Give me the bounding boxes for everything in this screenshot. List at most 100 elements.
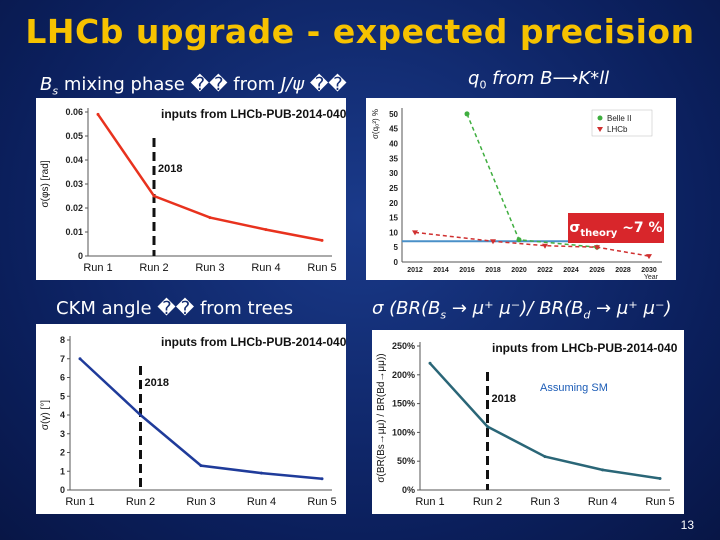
x-tick-label: Run 4 [251,262,280,274]
y-tick-label: 250% [392,341,415,351]
x-tick-label: Run 2 [139,262,168,274]
lhcb-point [646,254,652,260]
x-tick-label: 2024 [563,267,579,274]
y-tick-label: 0.01 [65,227,83,237]
y-tick-label: 15 [389,214,398,223]
slide-title: LHCb upgrade - expected precision [25,12,695,51]
ratio-mid: μ⁺ μ⁻)/ BR(B [472,298,584,319]
data-point [199,464,203,468]
data-point [152,194,156,198]
y-tick-label: 8 [60,335,65,345]
ratio-end: μ⁺ μ⁻) [616,298,672,319]
ckm-label: CKM angle �� from trees [56,298,293,319]
y-tick-label: 6 [60,373,65,383]
marker-label: 2018 [492,393,516,405]
ckm-glyph: �� [157,298,195,319]
data-point [601,468,604,472]
y-tick-label: 0.03 [65,179,83,189]
data-point [658,476,662,480]
y-tick-label: 200% [392,370,415,380]
y-tick-label: 150% [392,399,415,409]
data-point [486,425,489,429]
arrow-icon: → [446,298,473,319]
lhcb-point [490,239,496,245]
x-tick-label: 2016 [459,267,475,274]
y-tick-label: 100% [392,427,415,437]
y-tick-label: 1 [60,466,65,476]
legend-marker-belle [597,115,603,121]
bs-mixing-jpsi: J/ψ [280,74,305,95]
x-tick-label: Run 2 [473,496,502,508]
ratio-label: σ (BR(Bs → μ⁺ μ⁻)/ BR(Bd → μ⁺ μ⁻) [372,298,672,322]
y-tick-label: 30 [389,169,398,178]
ckm-post: from trees [194,298,294,319]
x-tick-label: Run 3 [530,496,559,508]
chart-svg: 0 1 2 3 4 5 6 7 8 Run 1 Run 2 Run 3 Run 4 Run 5 σ(γ) [… [40,335,346,508]
chart-annotation: inputs from LHCb-PUB-2014-040 [161,335,346,349]
lhcb-line [414,231,650,257]
arrow-icon-2: → [590,298,617,319]
data-point [96,112,100,116]
bs-mixing-label: Bs mixing phase �� from J/ψ �� [40,74,347,98]
legend-marker-lhcb [597,127,603,132]
x-tick-label: Run 5 [307,496,336,508]
y-tick-label: 5 [394,243,399,252]
x-axis-title: Year [644,274,659,280]
y-tick-label: 10 [389,228,398,237]
y-tick-label: 0.04 [65,155,83,165]
lhcb-point [412,230,418,236]
x-tick-label: Run 4 [588,496,617,508]
lhcb-point [542,243,548,249]
x-tick-label: Run 1 [83,262,112,274]
marker-label: 2018 [158,163,182,175]
y-tick-label: 20 [389,199,398,208]
chart-annotation: inputs from LHCb-PUB-2014-040 [492,341,678,355]
x-tick-label: Run 5 [307,262,336,274]
data-line [96,113,323,242]
legend-label-lhcb: LHCb [607,125,628,134]
x-tick-label: 2028 [615,267,631,274]
sigma-theory-badge: σtheory ~7 % [568,213,664,243]
q0-chart: 0 5 10 15 20 25 30 35 40 45 50 2012 2014 2016 2018 2020… [366,98,676,280]
x-tick-label: 2030 [641,267,657,274]
ratio-sub2: d [583,308,591,322]
chart-svg: 0 5 10 15 20 25 30 35 40 45 50 2012 2014 2016 2018 2020… [371,108,662,280]
data-line [429,362,661,480]
x-tick-label: Run 5 [645,496,674,508]
bs-mixing-pre: B [40,74,53,95]
sigma-theory-sub: theory [580,227,618,239]
y-tick-label: 3 [60,429,65,439]
y-axis-title: σ(q₀²) % [371,109,380,139]
x-tick-label: 2020 [511,267,527,274]
assumption-label: Assuming SM [540,382,608,394]
ratio-text: σ (BR(B [372,298,441,319]
chart-svg: 0 0.01 0.02 0.03 0.04 0.05 0.06 Run 1 Run 2 Run 3… [40,107,346,274]
bs-mixing-mid: mixing phase [58,74,191,95]
legend-box [591,109,653,137]
x-tick-label: Run 2 [126,496,155,508]
y-axis-title: σ(BR(Bs→μμ) / BR(Bd→μμ)) [376,353,387,482]
br-ratio-chart: 0% 50% 100% 150% 200% 250% Run 1 Run 2 Run 3 Run … [372,330,684,514]
y-tick-label: 50% [397,456,415,466]
belle-point [516,237,522,243]
data-point [78,357,82,361]
ratio-sub1: s [440,308,447,322]
data-point [260,471,263,475]
x-tick-label: Run 4 [247,496,276,508]
y-tick-label: 0 [60,485,65,495]
q0-sub: 0 [479,78,487,92]
y-tick-label: 50 [389,110,398,119]
y-tick-label: 25 [389,184,398,193]
ckm-pre: CKM angle [56,298,158,319]
y-tick-label: 0.06 [65,107,83,117]
bs-mixing-sub: s [52,84,59,98]
x-tick-label: 2014 [433,267,449,274]
y-tick-label: 35 [389,154,398,163]
data-point [139,413,142,417]
x-tick-label: 2026 [589,267,605,274]
chart-svg: 0% 50% 100% 150% 200% 250% Run 1 Run 2 Run 3 Run … [376,341,678,508]
bs-mixing-chart: 0 0.01 0.02 0.03 0.04 0.05 0.06 Run 1 Run 2 Run 3… [36,98,346,280]
x-tick-label: 2022 [537,267,553,274]
y-tick-label: 0.02 [65,203,83,213]
data-point [264,228,268,232]
